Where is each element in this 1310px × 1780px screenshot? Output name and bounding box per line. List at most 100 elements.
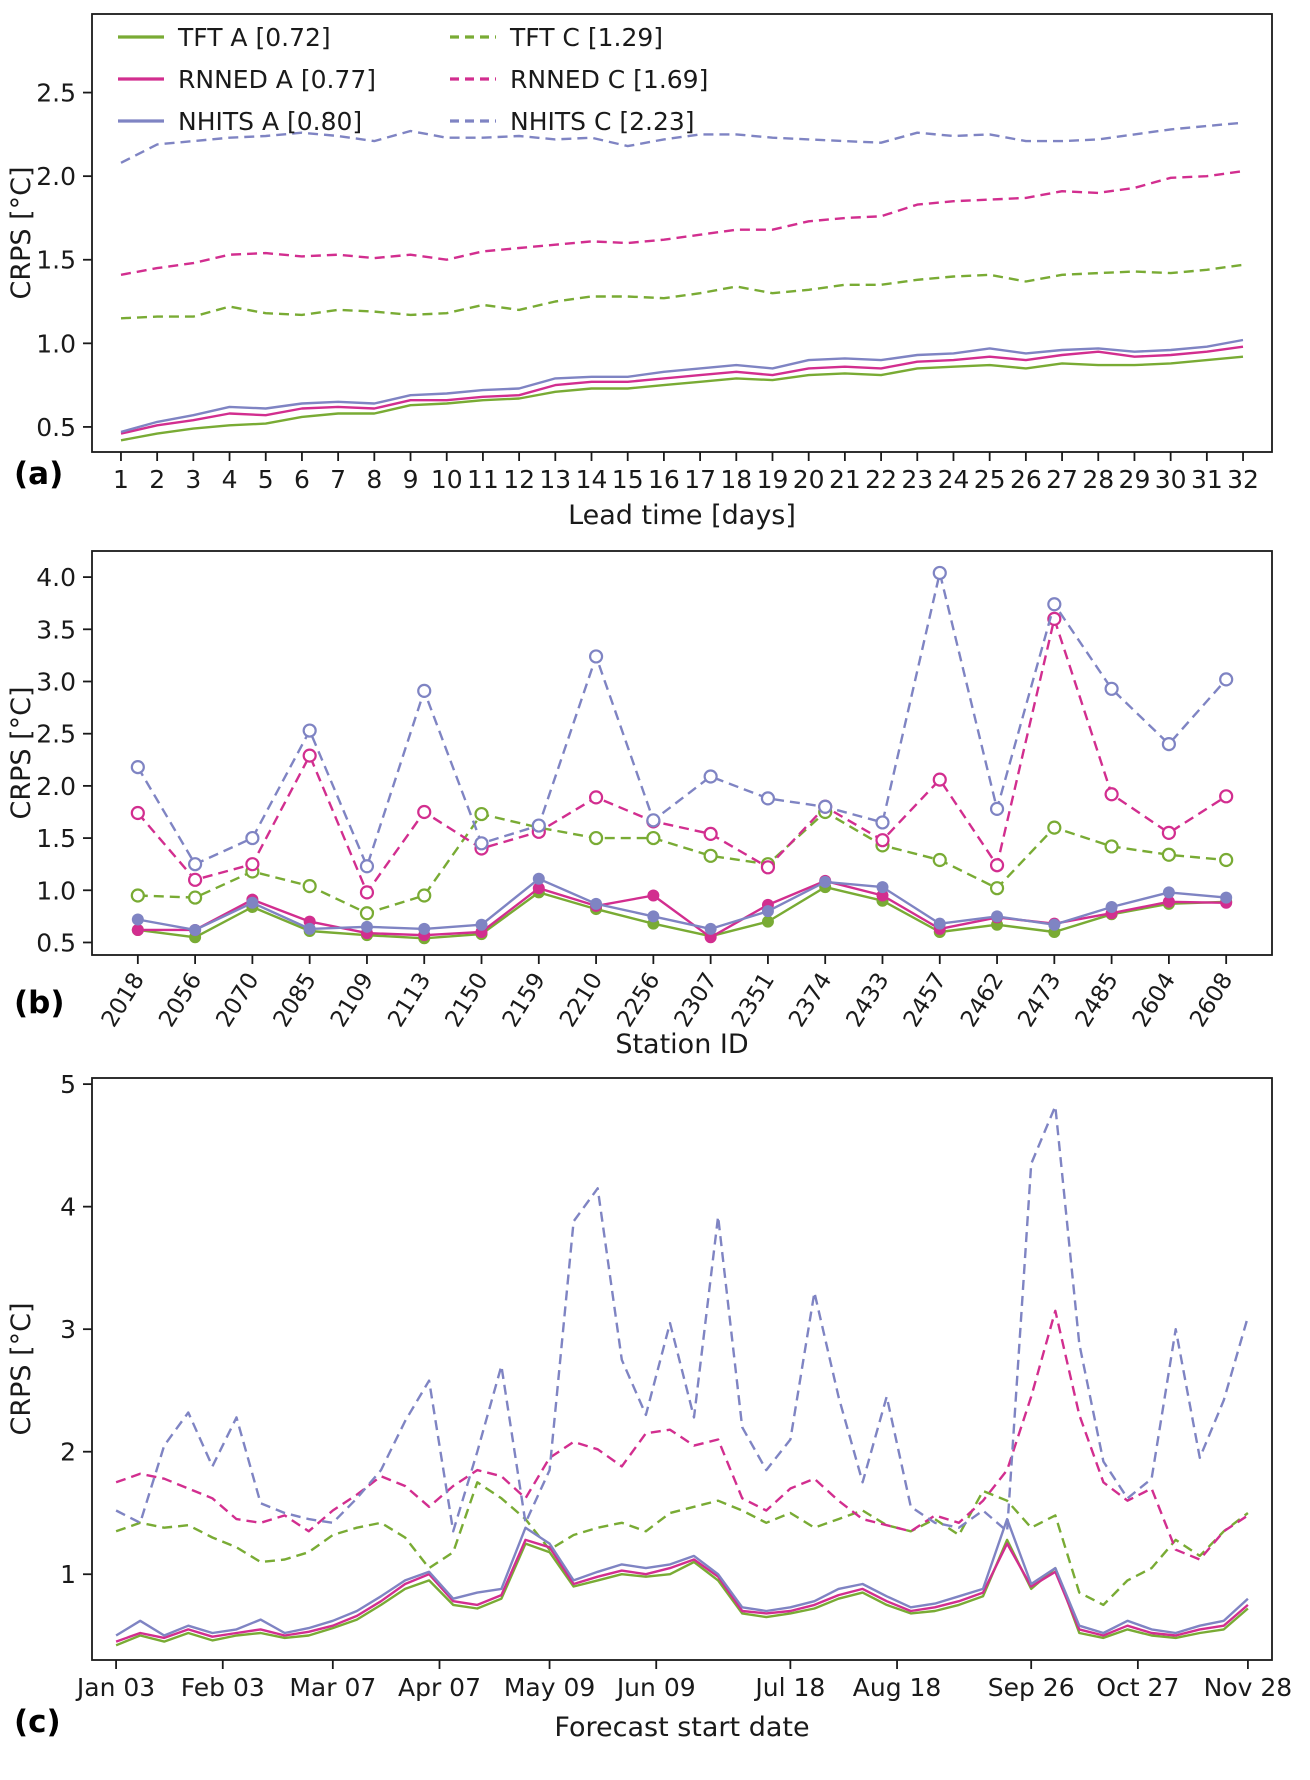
series-line-tft-a: [137, 885, 1227, 940]
x-tick-label: 22: [865, 465, 897, 494]
panel-b: 0.5 1.0 1.5 2.0 2.5 3.0 3.5 4.0 2018 2056 2070 2085…: [0, 535, 1310, 1060]
y-tick-label: 2: [60, 1438, 76, 1467]
x-tick-label: 32: [1227, 465, 1259, 494]
marker-nhits-c: [302, 723, 317, 738]
marker-tft-c: [703, 848, 718, 863]
x-tick-label: 23: [901, 465, 933, 494]
marker-nhits-a: [131, 913, 144, 926]
y-tick-label: 3.0: [36, 667, 76, 696]
marker-nhits-c: [1219, 672, 1234, 687]
x-tick-label: 2307: [670, 968, 723, 1031]
x-tick-label: 21: [829, 465, 861, 494]
x-tick-label: 2: [149, 465, 165, 494]
marker-nhits-c: [188, 857, 203, 872]
legend-label: RNNED C [1.69]: [510, 65, 708, 94]
panel-c-label: (c): [14, 1704, 61, 1740]
x-tick-label: Jul 18: [753, 1673, 825, 1702]
x-tick-label: 13: [539, 465, 571, 494]
x-tick-label: 4: [222, 465, 238, 494]
y-tick-label: 5: [60, 1070, 76, 1099]
x-tick-label: 2159: [498, 968, 551, 1031]
y-tick-label: 0.5: [36, 928, 76, 957]
series-line-rnned-a-0-77: [120, 345, 1244, 435]
x-tick-label: 2113: [383, 968, 436, 1031]
legend-label: TFT C [1.29]: [509, 23, 663, 52]
marker-rnned-a: [131, 923, 144, 936]
marker-rnned-c: [588, 790, 604, 805]
x-tick-label: 5: [258, 465, 274, 494]
y-tick-label: 1.0: [36, 876, 76, 905]
marker-nhits-c: [359, 859, 375, 874]
marker-rnned-c: [875, 833, 890, 848]
x-tick-label: 2210: [555, 968, 608, 1031]
marker-rnned-c: [703, 826, 718, 842]
legend-label: NHITS A [0.80]: [178, 107, 362, 136]
panel-a: 0.5 1.0 1.5 2.0 2.5 1 2 3 4 5 6 7 8 9 10 11 12 13 14 15 16 17…: [0, 0, 1310, 535]
x-tick-label: Jan 03: [75, 1673, 155, 1702]
x-tick-label: 2109: [326, 968, 379, 1031]
marker-nhits-c: [1047, 597, 1062, 612]
marker-nhits-a: [303, 922, 316, 935]
marker-rnned-c: [932, 772, 947, 787]
marker-rnned-a: [647, 889, 660, 902]
marker-tft-c: [1104, 839, 1119, 854]
marker-nhits-c: [130, 759, 145, 775]
marker-nhits-c: [875, 815, 890, 830]
marker-nhits-a: [246, 896, 259, 909]
marker-nhits-a: [532, 872, 545, 885]
x-tick-label: 16: [648, 465, 680, 494]
y-axis-label: CRPS [°C]: [6, 1302, 37, 1435]
panel-b-chart: 0.5 1.0 1.5 2.0 2.5 3.0 3.5 4.0 2018 2056 2070 2085…: [6, 550, 1273, 1060]
marker-nhits-c: [1104, 681, 1119, 696]
marker-rnned-a: [1162, 895, 1175, 908]
series-line-rnned-a: [115, 1538, 1249, 1643]
y-axis-label: CRPS [°C]: [6, 166, 37, 299]
marker-nhits-c: [646, 813, 661, 828]
series-line-nhits-a-0-80: [120, 338, 1244, 434]
marker-rnned-c: [130, 805, 145, 821]
marker-rnned-c: [1161, 825, 1176, 840]
x-tick-label: 2604: [1128, 968, 1181, 1031]
y-tick-label: 3.5: [36, 615, 76, 644]
x-tick-label: Nov 28: [1204, 1673, 1293, 1702]
legend-label: NHITS C [2.23]: [510, 107, 695, 136]
marker-nhits-c: [531, 818, 546, 833]
x-axis-label: Station ID: [615, 1029, 748, 1060]
x-tick-label: 26: [1010, 465, 1042, 494]
marker-nhits-a: [590, 897, 603, 910]
y-tick-label: 4.0: [36, 563, 76, 592]
marker-rnned-c: [359, 885, 375, 900]
marker-rnned-c: [1104, 787, 1119, 802]
marker-rnned-c: [1047, 611, 1062, 626]
marker-nhits-a: [761, 905, 774, 918]
marker-nhits-c: [474, 836, 489, 851]
marker-nhits-c: [760, 791, 776, 806]
x-tick-label: 29: [1119, 465, 1151, 494]
y-tick-label: 2.5: [36, 79, 76, 108]
marker-nhits-c: [818, 799, 833, 814]
marker-tft-c: [1161, 847, 1176, 862]
x-tick-label: 24: [938, 465, 970, 494]
x-tick-label: 7: [330, 465, 346, 494]
x-tick-label: 15: [612, 465, 644, 494]
x-tick-label: 2433: [841, 968, 894, 1031]
marker-tft-c: [1047, 820, 1062, 835]
y-tick-label: 1: [60, 1560, 76, 1589]
marker-nhits-c: [703, 769, 718, 784]
marker-rnned-a: [876, 889, 889, 902]
x-tick-label: 10: [431, 465, 463, 494]
series-line-tft-c: [115, 1481, 1249, 1607]
series-line-nhits-a: [115, 1517, 1249, 1637]
marker-nhits-a: [1220, 891, 1233, 904]
marker-tft-c: [417, 888, 432, 903]
marker-nhits-a: [876, 881, 889, 894]
x-tick-label: 31: [1191, 465, 1223, 494]
plot-frame: [91, 1077, 1273, 1661]
panel-a-label: (a): [14, 456, 64, 492]
x-tick-label: 2473: [1013, 968, 1066, 1031]
x-tick-label: 2056: [154, 968, 207, 1031]
x-tick-label: 27: [1046, 465, 1078, 494]
x-tick-label: 2085: [269, 968, 322, 1031]
x-tick-label: 30: [1155, 465, 1187, 494]
marker-nhits-a: [704, 922, 717, 935]
